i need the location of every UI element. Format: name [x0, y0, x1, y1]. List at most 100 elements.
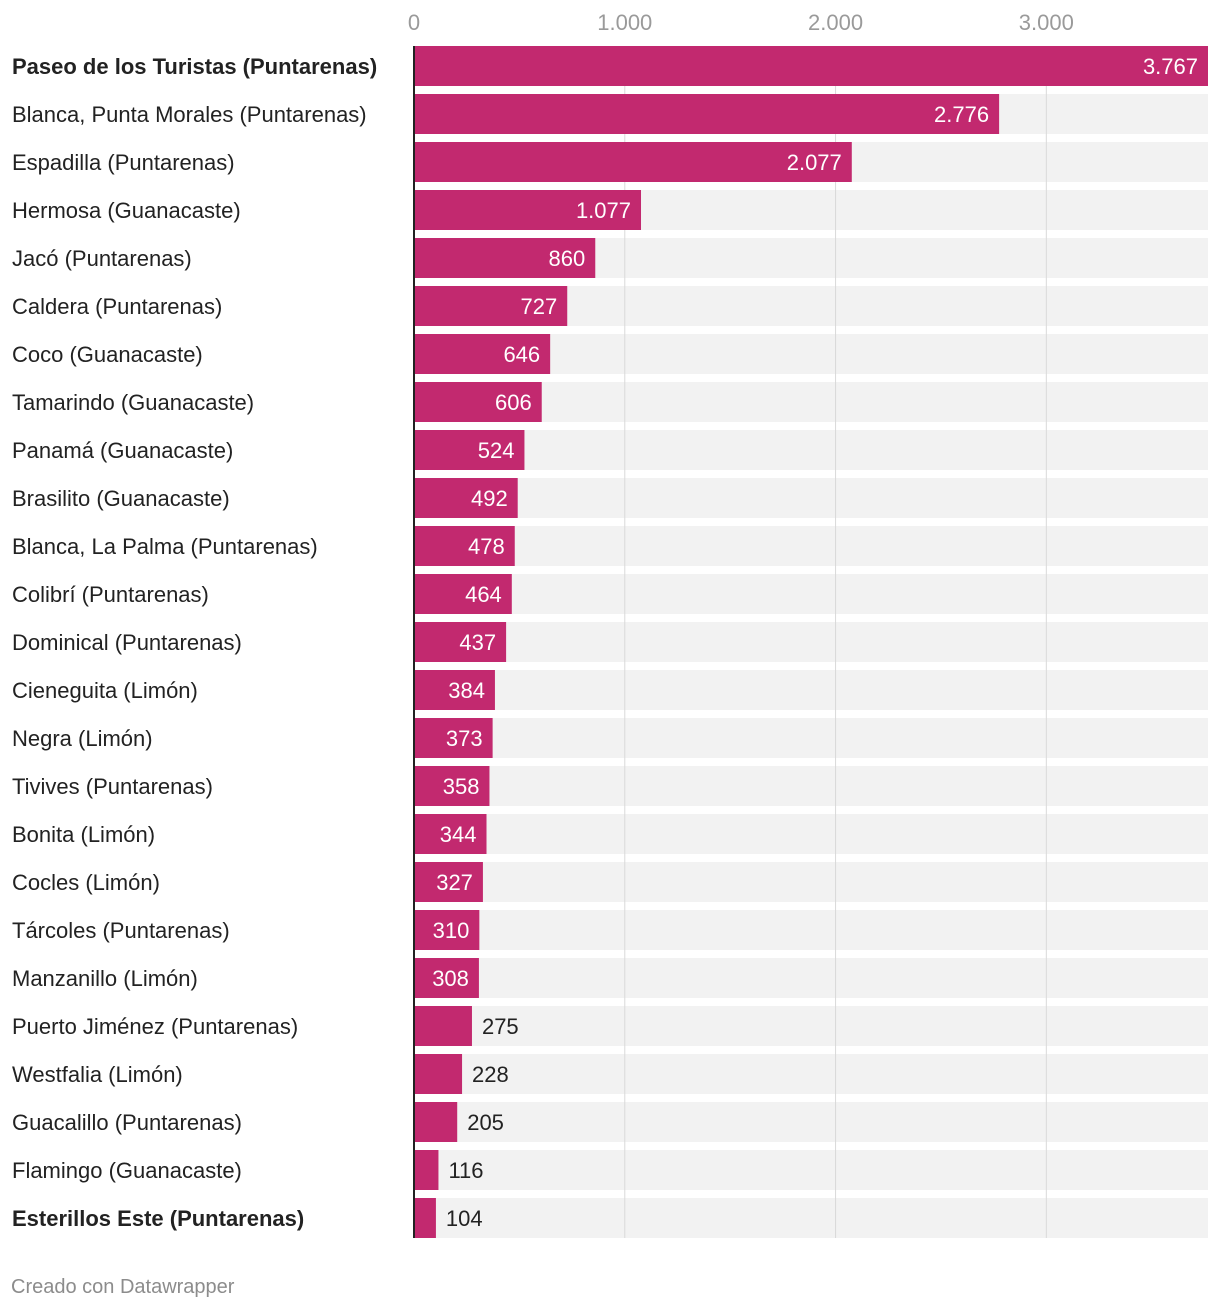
- category-label: Jacó (Puntarenas): [12, 246, 192, 271]
- bar-track: [414, 910, 1208, 950]
- bar: [414, 46, 1208, 86]
- category-label: Cieneguita (Limón): [12, 678, 198, 703]
- value-label: 646: [503, 342, 540, 367]
- bar: [414, 1102, 458, 1142]
- bar-track: [414, 1150, 1208, 1190]
- value-label: 116: [448, 1158, 483, 1183]
- bar: [414, 142, 852, 182]
- x-tick-label: 2.000: [808, 10, 863, 35]
- category-label: Colibrí (Puntarenas): [12, 582, 209, 607]
- x-axis-ticks: 0 1.000 2.000 3.000: [408, 10, 1074, 35]
- category-label: Puerto Jiménez (Puntarenas): [12, 1014, 298, 1039]
- category-label: Espadilla (Puntarenas): [12, 150, 235, 175]
- category-label: Tivives (Puntarenas): [12, 774, 213, 799]
- category-label: Bonita (Limón): [12, 822, 155, 847]
- category-label: Blanca, La Palma (Puntarenas): [12, 534, 318, 559]
- bar-track: [414, 1102, 1208, 1142]
- bar: [414, 862, 483, 902]
- value-label: 205: [467, 1110, 504, 1135]
- x-tick-label: 0: [408, 10, 420, 35]
- category-label: Tamarindo (Guanacaste): [12, 390, 254, 415]
- value-label: 2.776: [934, 102, 989, 127]
- bar: [414, 382, 542, 422]
- bar-chart: 0 1.000 2.000 3.000 Paseo de los Turistas (…: [12, 10, 1208, 1238]
- value-label: 373: [446, 726, 483, 751]
- bar: [414, 478, 518, 518]
- value-label: 606: [495, 390, 532, 415]
- bar-track: [414, 622, 1208, 662]
- category-label: Negra (Limón): [12, 726, 153, 751]
- value-label: 492: [471, 486, 508, 511]
- category-label: Cocles (Limón): [12, 870, 160, 895]
- bar-track: [414, 1054, 1208, 1094]
- category-label: Westfalia (Limón): [12, 1062, 183, 1087]
- bar: [414, 526, 515, 566]
- bar: [414, 670, 495, 710]
- category-label: Caldera (Puntarenas): [12, 294, 222, 319]
- bar: [414, 1054, 463, 1094]
- bar: [414, 334, 551, 374]
- gridlines: [624, 46, 1047, 1238]
- bars: [414, 46, 1208, 1238]
- value-label: 344: [440, 822, 477, 847]
- bar-track: [414, 430, 1208, 470]
- bar: [414, 94, 1000, 134]
- value-label: 437: [459, 630, 496, 655]
- bar: [414, 430, 525, 470]
- bar-track: [414, 382, 1208, 422]
- bar: [414, 718, 493, 758]
- bar: [414, 766, 490, 806]
- bar: [414, 190, 642, 230]
- bar-track: [414, 718, 1208, 758]
- category-label: Tárcoles (Puntarenas): [12, 918, 230, 943]
- value-label: 275: [482, 1014, 519, 1039]
- category-label: Blanca, Punta Morales (Puntarenas): [12, 102, 367, 127]
- bar: [414, 622, 507, 662]
- category-label: Panamá (Guanacaste): [12, 438, 233, 463]
- bar-track: [414, 1198, 1208, 1238]
- bar: [414, 286, 568, 326]
- category-label: Coco (Guanacaste): [12, 342, 203, 367]
- bar: [414, 574, 512, 614]
- bar: [414, 238, 596, 278]
- bar: [414, 910, 480, 950]
- x-tick-label: 3.000: [1019, 10, 1074, 35]
- value-label: 464: [465, 582, 502, 607]
- bar: [414, 1198, 436, 1238]
- category-label: Guacalillo (Puntarenas): [12, 1110, 242, 1135]
- bar-track: [414, 958, 1208, 998]
- category-label: Hermosa (Guanacaste): [12, 198, 241, 223]
- value-label: 524: [478, 438, 515, 463]
- bar-track: [414, 478, 1208, 518]
- value-label: 860: [549, 246, 586, 271]
- bar-track: [414, 670, 1208, 710]
- value-label: 104: [446, 1206, 483, 1231]
- bar: [414, 814, 487, 854]
- value-label: 228: [472, 1062, 509, 1087]
- x-tick-label: 1.000: [597, 10, 652, 35]
- category-label: Dominical (Puntarenas): [12, 630, 242, 655]
- value-label: 1.077: [576, 198, 631, 223]
- bar-track: [414, 862, 1208, 902]
- category-label: Brasilito (Guanacaste): [12, 486, 230, 511]
- category-label: Paseo de los Turistas (Puntarenas): [12, 54, 377, 79]
- value-label: 384: [448, 678, 485, 703]
- category-label: Esterillos Este (Puntarenas): [12, 1206, 304, 1231]
- value-labels: 3.767 2.776 2.077 1.077 860 727 646 606 524 492 47…: [432, 54, 1198, 1231]
- value-label: 2.077: [787, 150, 842, 175]
- bar-track: [414, 766, 1208, 806]
- footer-credit: Creado con Datawrapper: [11, 1276, 235, 1298]
- bar: [414, 1006, 472, 1046]
- bar-track: [414, 574, 1208, 614]
- category-label: Flamingo (Guanacaste): [12, 1158, 242, 1183]
- value-label: 3.767: [1143, 54, 1198, 79]
- value-label: 327: [436, 870, 473, 895]
- value-label: 727: [521, 294, 558, 319]
- category-label: Manzanillo (Limón): [12, 966, 198, 991]
- bar-track: [414, 814, 1208, 854]
- value-label: 478: [468, 534, 505, 559]
- value-label: 310: [433, 918, 470, 943]
- value-label: 358: [443, 774, 480, 799]
- bar: [414, 958, 479, 998]
- bar-track: [414, 526, 1208, 566]
